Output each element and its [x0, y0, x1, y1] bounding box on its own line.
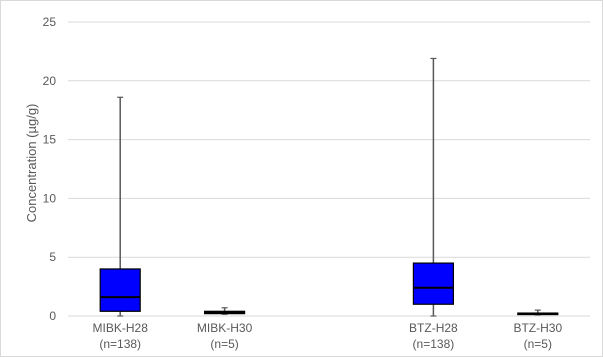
x-tick-sample-size: (n=5) [210, 337, 238, 351]
gridlines [68, 21, 590, 317]
box-btz-h28 [412, 57, 454, 317]
y-axis-label: Concentration (µg/g) [24, 104, 39, 223]
box-mibk-h28 [99, 96, 141, 317]
box-btz-h30 [517, 309, 559, 316]
y-tick-labels: 0 5 10 15 20 25 [43, 15, 57, 323]
x-tick-labels: MIBK-H28 (n=138) MIBK-H30 (n=5) BTZ-H28 (n=13… [93, 321, 563, 351]
x-tick-sample-size: (n=5) [524, 337, 552, 351]
x-tick-label: MIBK-H28 [93, 321, 149, 335]
y-tick-label: 0 [49, 309, 56, 323]
x-tick-label: BTZ-H30 [513, 321, 562, 335]
y-tick-label: 20 [43, 74, 57, 88]
box-series [99, 57, 559, 317]
y-tick-label: 15 [43, 133, 57, 147]
box-body [99, 268, 141, 312]
box-mibk-h30 [204, 307, 246, 315]
x-tick-sample-size: (n=138) [99, 337, 141, 351]
y-tick-label: 5 [49, 250, 56, 264]
y-tick-label: 25 [43, 15, 57, 29]
x-tick-sample-size: (n=138) [413, 337, 455, 351]
box-body [412, 262, 454, 305]
x-tick-label: BTZ-H28 [409, 321, 458, 335]
x-tick-label: MIBK-H30 [197, 321, 253, 335]
y-tick-label: 10 [43, 191, 57, 205]
